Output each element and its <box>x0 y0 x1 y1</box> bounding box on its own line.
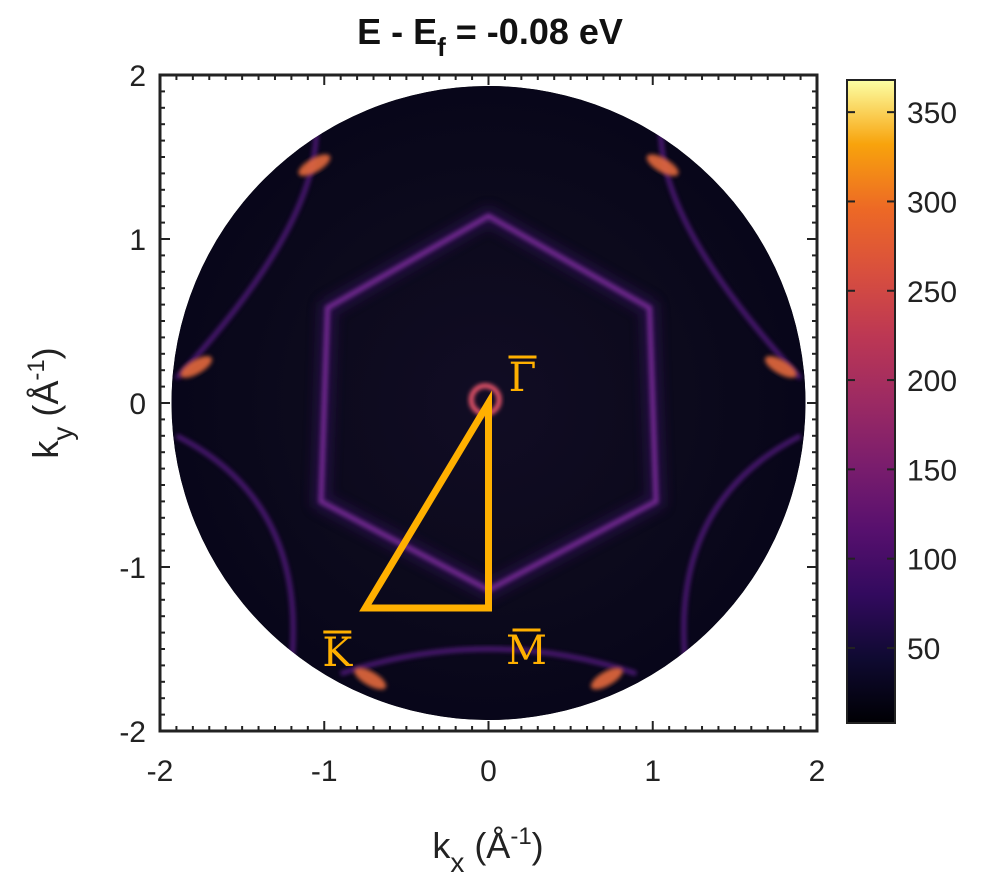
axes <box>158 73 819 733</box>
x-tick-label: 1 <box>644 755 661 788</box>
y-tick-label: 1 <box>129 224 146 257</box>
colorbar-tick-label: 100 <box>907 544 957 577</box>
x-tick-label: 2 <box>809 755 826 788</box>
outer-contour-2 <box>175 433 296 666</box>
x-label-unit: (Å <box>464 825 510 866</box>
x-label-sub: x <box>450 847 464 878</box>
y-tick-label: -1 <box>119 552 146 585</box>
colorbar-tick-label: 150 <box>907 454 957 487</box>
x-tick-labels: -2 -1 0 1 2 <box>147 755 826 788</box>
bright-spot-2 <box>590 667 623 690</box>
title-main: E - E <box>357 11 437 52</box>
x-tick-label: 0 <box>480 755 497 788</box>
bz-triangle-path <box>359 390 492 612</box>
symmetry-point-gamma: Γ <box>509 355 537 401</box>
bright-spot-3 <box>354 667 387 690</box>
x-label-close: ) <box>532 825 544 866</box>
title-rest: = -0.08 eV <box>446 11 623 52</box>
colorbar-tick-label: 350 <box>907 97 957 130</box>
x-tick-label: -2 <box>147 755 174 788</box>
symmetry-point-m: M <box>506 628 547 674</box>
y-label-unit: (Å <box>25 381 66 427</box>
bright-spot-4 <box>646 154 679 177</box>
outer-contour-4 <box>339 646 638 676</box>
colorbar-ticks: 50 100 150 200 250 300 350 <box>847 97 957 666</box>
x-label-main: k <box>432 825 451 866</box>
y-label-sub: y <box>47 427 78 441</box>
outer-contour-0 <box>174 124 319 381</box>
colorbar-tick-label: 250 <box>907 276 957 309</box>
x-label-sup: -1 <box>510 823 531 850</box>
symmetry-point-k: K <box>322 630 353 676</box>
x-axis-label: kx (Å-1) <box>432 823 543 878</box>
bright-spot-5 <box>298 154 331 177</box>
x-tick-label: -1 <box>311 755 338 788</box>
bright-spot-0 <box>764 356 797 378</box>
chart-title: E - Ef = -0.08 eV <box>357 11 623 62</box>
colorbar-tick-label: 300 <box>907 186 957 219</box>
y-tick-label: 0 <box>129 388 146 421</box>
bright-spot-1 <box>180 356 213 378</box>
y-tick-labels: -2 -1 0 1 2 <box>119 60 146 749</box>
colorbar-tick-label: 50 <box>907 633 940 666</box>
y-tick-label: 2 <box>129 60 146 93</box>
colorbar <box>846 79 896 724</box>
y-tick-label: -2 <box>119 716 146 749</box>
outer-contour-3 <box>681 433 802 666</box>
colorbar-tick-label: 200 <box>907 365 957 398</box>
y-label-sup: -1 <box>23 359 50 380</box>
outer-contour-1 <box>658 124 803 381</box>
y-label-main: k <box>25 440 66 459</box>
y-axis-label: ky (Å-1) <box>23 347 78 458</box>
y-label-close: ) <box>25 347 66 359</box>
brillouin-zone-triangle: Γ M K <box>322 355 547 676</box>
title-subscript: f <box>437 32 446 62</box>
